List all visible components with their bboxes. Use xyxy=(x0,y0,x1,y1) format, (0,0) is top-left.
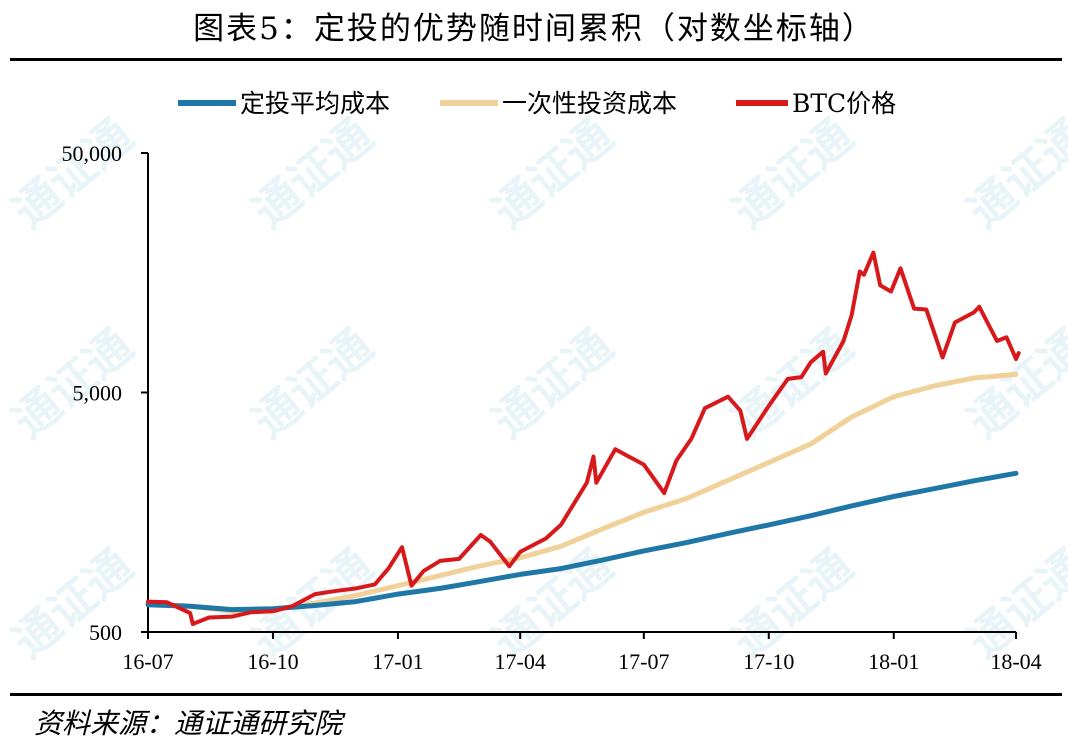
legend-label: 一次性投资成本 xyxy=(502,89,677,118)
y-tick-label: 5,000 xyxy=(73,381,123,406)
axes: 500 5,000 50,000 16-07 16-10 17-01 17-04 17-07 1… xyxy=(62,141,1042,674)
legend-label: BTC价格 xyxy=(792,89,896,118)
watermark-text: 通证通 xyxy=(722,108,862,238)
x-tick-label: 16-07 xyxy=(122,649,173,674)
y-tick-label: 500 xyxy=(89,620,122,645)
chart-title: 图表5：定投的优势随时间累积（对数坐标轴） xyxy=(193,11,875,47)
x-tick-label: 18-01 xyxy=(868,649,919,674)
x-tick-label: 17-04 xyxy=(495,649,546,674)
line-chart: 通证通 通证通 通证通 通证通 通证通通证通 通证通 通证通 通证通 通证通通证通 通证通 通证通通… xyxy=(2,89,1068,674)
source-note: 资料来源：通证通研究院 xyxy=(34,707,343,740)
series-lines xyxy=(145,250,1021,626)
x-tick-label: 17-10 xyxy=(743,649,794,674)
watermark-text: 通证通 xyxy=(957,318,1068,448)
watermark-text: 通证通 xyxy=(242,318,382,448)
watermark-text: 通证通 xyxy=(2,108,142,238)
x-tick-label: 18-04 xyxy=(990,649,1041,674)
top-rule xyxy=(10,58,1062,61)
legend-label: 定投平均成本 xyxy=(240,89,390,118)
watermark-layer: 通证通 通证通 通证通 通证通 通证通通证通 通证通 通证通 通证通 通证通通证通 通证通 通证通通… xyxy=(2,108,1068,668)
watermark-text: 通证通 xyxy=(482,108,622,238)
legend: 定投平均成本 一次性投资成本 BTC价格 xyxy=(178,89,896,118)
bottom-rule xyxy=(10,693,1062,696)
x-tick-label: 17-01 xyxy=(372,649,423,674)
watermark-text: 通证通 xyxy=(482,318,622,448)
x-tick-label: 17-07 xyxy=(618,649,669,674)
x-tick-label: 16-10 xyxy=(247,649,298,674)
btc-price-line xyxy=(146,250,1021,626)
y-tick-label: 50,000 xyxy=(62,141,123,166)
watermark-text: 通证通 xyxy=(957,108,1068,238)
watermark-text: 通证通 xyxy=(242,108,382,238)
